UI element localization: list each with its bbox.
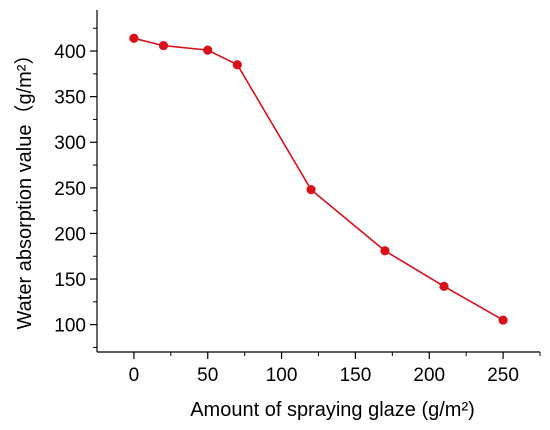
x-tick-label-150: 150 bbox=[340, 365, 372, 386]
x-axis-label: Amount of spraying glaze (g/m²) bbox=[190, 399, 475, 421]
y-tick-label-350: 350 bbox=[54, 88, 86, 109]
data-point-3 bbox=[232, 60, 242, 70]
data-point-4 bbox=[306, 185, 316, 195]
data-point-0 bbox=[129, 33, 139, 43]
data-point-5 bbox=[380, 246, 390, 256]
data-point-6 bbox=[439, 281, 449, 291]
x-tick-label-0: 0 bbox=[129, 365, 140, 386]
y-tick-label-250: 250 bbox=[54, 179, 86, 200]
x-tick-label-200: 200 bbox=[413, 365, 445, 386]
x-tick-label-50: 50 bbox=[197, 365, 218, 386]
series-line bbox=[133, 37, 504, 321]
y-axis-label: Water absorption value（g/m²） bbox=[13, 45, 36, 330]
y-tick-label-200: 200 bbox=[54, 224, 86, 245]
x-tick-label-250: 250 bbox=[487, 365, 519, 386]
axes bbox=[96, 10, 540, 353]
y-tick-label-150: 150 bbox=[54, 270, 86, 291]
data-point-2 bbox=[203, 45, 213, 55]
y-tick-label-400: 400 bbox=[54, 42, 86, 63]
y-tick-label-100: 100 bbox=[54, 316, 86, 337]
x-tick-label-100: 100 bbox=[266, 365, 298, 386]
y-tick-label-300: 300 bbox=[54, 133, 86, 154]
data-point-7 bbox=[498, 315, 508, 325]
data-point-1 bbox=[158, 40, 169, 51]
series bbox=[129, 33, 508, 325]
ticks: 0 50 100 150 200 250 100 150 200 250 300 350 400 bbox=[54, 27, 541, 386]
